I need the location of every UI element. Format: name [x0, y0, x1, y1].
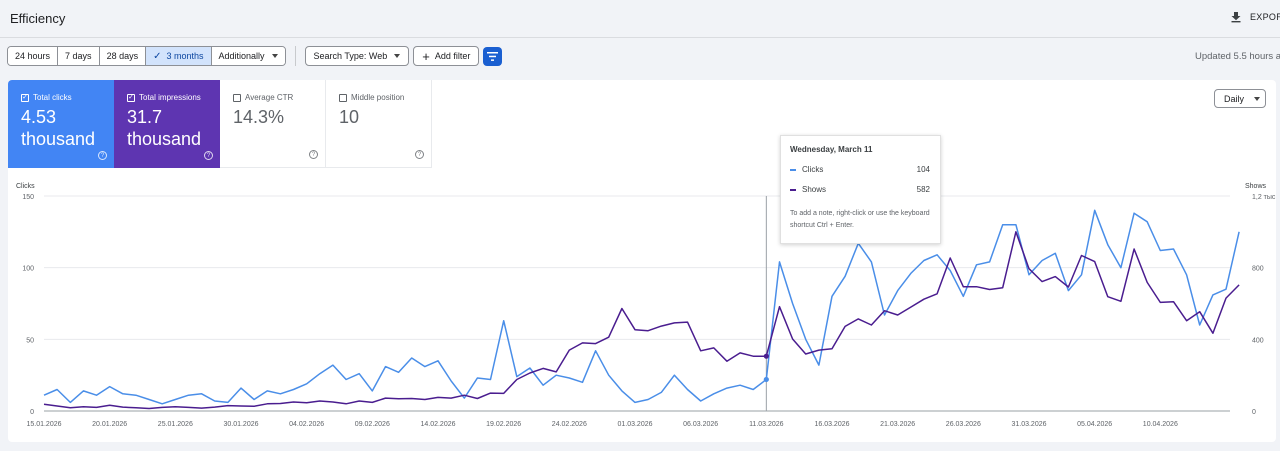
metric-average-ctr[interactable]: Average CTR 14.3% ?	[220, 80, 326, 168]
caret-down-icon	[394, 54, 401, 58]
metric-total-impressions[interactable]: ✓ Total impressions 31.7 thousand ?	[114, 80, 220, 168]
date-range-selector: 24 hours 7 days 28 days ✓ 3 months Additi…	[7, 46, 286, 66]
y-tick-right: 400	[1252, 337, 1264, 344]
search-type-dropdown[interactable]: Search Type: Web	[304, 46, 410, 66]
checkbox-unchecked-icon	[339, 93, 347, 102]
x-tick: 25.01.2026	[158, 421, 193, 428]
checkbox-unchecked-icon	[233, 93, 241, 102]
page-header: Efficiency EXPORT	[0, 0, 1280, 38]
x-tick: 09.02.2026	[355, 421, 390, 428]
y-tick-right: 800	[1252, 266, 1264, 273]
x-tick: 06.03.2026	[683, 421, 718, 428]
download-icon	[1231, 12, 1241, 23]
range-3-months[interactable]: ✓ 3 months	[146, 47, 212, 65]
add-filter-button[interactable]: + Add filter	[413, 46, 480, 66]
y-axis-label-left: Clicks	[16, 183, 35, 190]
x-tick: 31.03.2026	[1011, 421, 1046, 428]
range-7-days[interactable]: 7 days	[58, 47, 100, 65]
help-icon[interactable]: ?	[415, 150, 424, 159]
range-label: 24 hours	[15, 51, 51, 61]
x-tick: 20.01.2026	[92, 421, 127, 428]
metric-label: Total impressions	[139, 93, 201, 102]
performance-chart[interactable]: Clicks Shows 0 50 100 150 0 400 800 1,2 тыс. 15.01…	[8, 180, 1276, 435]
granularity-dropdown[interactable]: Daily	[1214, 89, 1266, 108]
x-tick: 26.03.2026	[946, 421, 981, 428]
plus-icon: +	[422, 48, 430, 64]
export-button[interactable]: EXPORT	[1230, 11, 1280, 23]
range-label: 3 months	[166, 51, 204, 61]
metric-label: Average CTR	[245, 93, 294, 102]
range-28-days[interactable]: 28 days	[99, 47, 147, 65]
metric-value: 10	[339, 107, 360, 127]
add-filter-label: Add filter	[434, 51, 471, 61]
x-tick: 10.04.2026	[1143, 421, 1178, 428]
y-tick-left: 100	[22, 266, 34, 273]
x-tick: 24.02.2026	[552, 421, 587, 428]
filter-settings-button[interactable]	[483, 46, 503, 66]
tooltip-label: Shows	[802, 185, 827, 194]
export-label: EXPORT	[1250, 12, 1280, 22]
range-label: Additionally	[218, 51, 265, 61]
divider	[294, 46, 296, 66]
filter-bar: 24 hours 7 days 28 days ✓ 3 months Additi…	[7, 46, 503, 66]
tooltip-label: Clicks	[802, 165, 824, 174]
caret-down-icon	[271, 54, 278, 58]
range-additionally-dropdown[interactable]: Additionally	[211, 47, 285, 65]
x-tick: 21.03.2026	[880, 421, 915, 428]
tooltip-note: To add a note, right-click or use the ke…	[790, 210, 930, 229]
metric-value: 14.3%	[233, 107, 285, 127]
tooltip-date: Wednesday, March 11	[790, 145, 873, 154]
highlight-point-shows	[763, 353, 769, 359]
metric-total-clicks[interactable]: ✓ Total clicks 4.53 thousand ?	[8, 80, 114, 168]
updated-status: Updated 5.5 hours ago	[1195, 51, 1280, 62]
x-tick: 04.02.2026	[289, 421, 324, 428]
caret-down-icon	[1254, 96, 1261, 101]
clicks-legend-swatch	[790, 168, 796, 171]
metric-middle-position[interactable]: Middle position 10 ?	[326, 80, 432, 168]
x-tick: 14.02.2026	[420, 421, 455, 428]
help-icon[interactable]: ?	[204, 151, 213, 160]
checkbox-checked-icon: ✓	[127, 93, 135, 102]
x-tick: 16.03.2026	[814, 421, 849, 428]
metric-label: Middle position	[351, 93, 405, 102]
page-title: Efficiency	[10, 11, 66, 26]
search-type-label: Search Type: Web	[313, 51, 388, 61]
x-tick: 30.01.2026	[223, 421, 258, 428]
x-tick: 11.03.2026	[749, 421, 784, 428]
y-tick-left: 50	[26, 337, 34, 344]
range-24-hours[interactable]: 24 hours	[8, 47, 59, 65]
range-label: 28 days	[106, 51, 139, 61]
tooltip-value: 582	[916, 185, 930, 194]
x-tick: 19.02.2026	[486, 421, 521, 428]
metric-label: Total clicks	[33, 93, 72, 102]
y-tick-left: 150	[22, 194, 34, 201]
tooltip-row-shows: Shows 582	[790, 185, 931, 194]
x-tick: 15.01.2026	[26, 421, 61, 428]
series-line-clicks	[43, 209, 1240, 405]
series-line-shows	[43, 231, 1240, 410]
y-axis-label-right: Shows	[1245, 183, 1267, 190]
check-icon: ✓	[153, 50, 162, 62]
shows-legend-swatch	[790, 188, 796, 191]
x-tick: 05.04.2026	[1077, 421, 1112, 428]
checkbox-checked-icon: ✓	[21, 93, 29, 102]
filter-icon	[487, 51, 499, 61]
metric-value: 4.53 thousand	[21, 107, 96, 149]
help-icon[interactable]: ?	[309, 150, 318, 159]
x-tick: 01.03.2026	[617, 421, 652, 428]
y-tick-left: 0	[30, 409, 34, 416]
tooltip-value: 104	[916, 165, 930, 174]
y-tick-right: 1,2 тыс.	[1252, 194, 1276, 201]
help-icon[interactable]: ?	[98, 151, 107, 160]
tooltip-row-clicks: Clicks 104	[790, 165, 931, 174]
performance-card: ✓ Total clicks 4.53 thousand ? ✓ Total imp…	[8, 80, 1276, 442]
metric-value: 31.7 thousand	[127, 107, 202, 149]
highlight-point-clicks	[763, 376, 769, 383]
granularity-label: Daily	[1224, 93, 1245, 104]
y-tick-right: 0	[1252, 409, 1256, 416]
chart-tooltip: Wednesday, March 11 Clicks 104 Shows 582…	[780, 135, 941, 244]
range-label: 7 days	[65, 51, 92, 61]
